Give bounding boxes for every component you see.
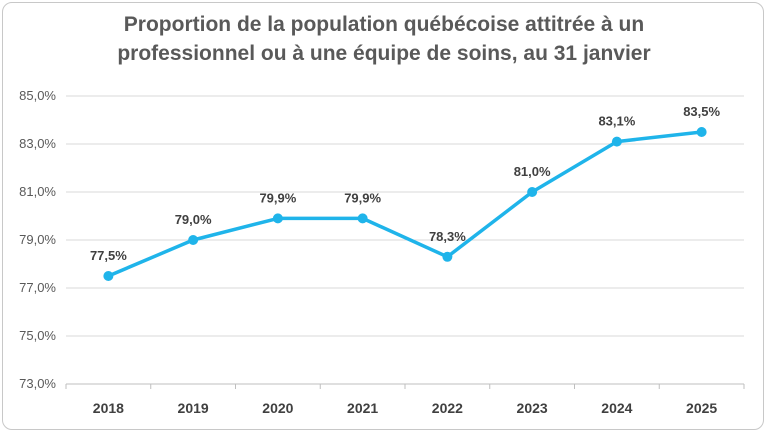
y-tick-label: 73,0% <box>19 376 56 391</box>
data-label: 79,9% <box>259 190 296 205</box>
x-tick-label: 2020 <box>262 400 293 416</box>
data-label: 78,3% <box>429 229 466 244</box>
data-point <box>357 213 368 224</box>
data-label: 83,5% <box>683 104 720 119</box>
series-polyline <box>106 130 704 278</box>
y-tick-label: 85,0% <box>19 88 56 103</box>
chart-frame <box>2 2 764 430</box>
y-tick-label: 79,0% <box>19 232 56 247</box>
data-label: 77,5% <box>90 248 127 263</box>
chart-title-line-2: professionnel ou à une équipe de soins, … <box>117 42 651 65</box>
chart-title: Proportion de la population québécoise a… <box>0 10 768 68</box>
data-point <box>696 127 707 137</box>
data-labels: 77,5% 79,0% 79,9% 79,9% 78,3% 81,0% 83,1% 83,5% <box>90 104 721 263</box>
x-tick-label: 2022 <box>432 400 463 416</box>
chart-title-line-1: Proportion de la population québécoise a… <box>123 13 645 36</box>
y-tick-label: 83,0% <box>19 136 56 151</box>
x-tick-label: 2021 <box>347 400 378 416</box>
data-point <box>103 271 114 281</box>
data-point <box>272 213 283 224</box>
data-label: 79,9% <box>344 190 381 205</box>
data-point <box>442 251 453 262</box>
data-label: 83,1% <box>598 114 635 129</box>
x-axis: 2018 2019 2020 2021 2022 2023 2024 2025 <box>65 383 745 416</box>
x-tick-label: 2019 <box>178 400 209 416</box>
x-tick-label: 2018 <box>93 400 124 416</box>
gridlines <box>66 95 744 337</box>
data-label: 81,0% <box>514 164 551 179</box>
data-point <box>527 187 538 197</box>
y-tick-label: 75,0% <box>19 328 56 343</box>
x-tick-label: 2025 <box>686 400 717 416</box>
data-point <box>611 136 622 147</box>
x-tick-label: 2023 <box>517 400 548 416</box>
y-tick-label: 77,0% <box>19 280 56 295</box>
x-tick-label: 2024 <box>601 400 632 416</box>
series-line <box>103 127 707 281</box>
y-tick-label: 81,0% <box>19 184 56 199</box>
data-label: 79,0% <box>175 212 212 227</box>
y-axis: 73,0% 75,0% 77,0% 79,0% 81,0% 83,0% 85,0% <box>19 88 56 391</box>
data-point <box>188 235 199 245</box>
